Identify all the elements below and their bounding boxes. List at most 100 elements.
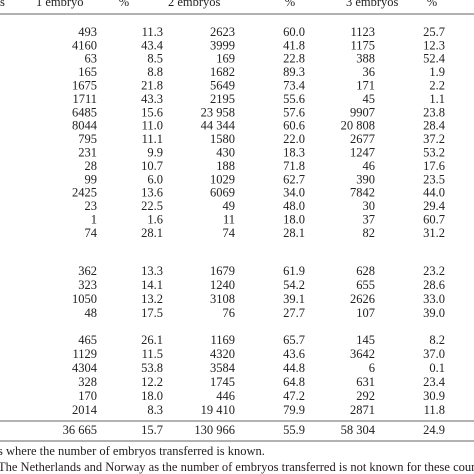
table-cell: 1175 (350, 38, 375, 52)
table-cell: 3108 (210, 292, 235, 306)
table-cell: 34.0 (283, 186, 305, 200)
table-cell: 231 (78, 145, 97, 159)
table-cell: 8.2 (429, 333, 445, 347)
table-cell: 11.0 (142, 119, 163, 133)
table-cell: 8.3 (147, 403, 163, 417)
table-cell: 21.8 (141, 78, 163, 92)
table-cell: 1.9 (429, 65, 445, 79)
table-cell: 8044 (72, 119, 98, 133)
table-cell: 6 (369, 361, 375, 375)
table-cell: 23.8 (423, 105, 445, 119)
table-cell: 64.8 (283, 375, 305, 389)
table-cell: 170 (78, 389, 97, 403)
table-cell: 465 (78, 333, 97, 347)
table-cell: 188 (216, 159, 235, 173)
table-cell: 388 (356, 52, 375, 66)
table-cell: 11.8 (424, 403, 445, 417)
total-cell: 15.7 (141, 423, 163, 437)
table-cell: 60.7 (423, 212, 445, 226)
total-cell: 55.9 (283, 423, 305, 437)
table-cell: 39.0 (423, 306, 445, 320)
table-cell: 323 (78, 278, 97, 292)
table-cell: 23 958 (201, 105, 235, 119)
table-cell: 20 808 (341, 119, 375, 133)
table-cell: 1240 (210, 278, 235, 292)
table-cell: 2623 (210, 25, 235, 39)
table-cell: 9.9 (147, 145, 163, 159)
table-cell: 52.4 (423, 52, 446, 66)
table-cell: 13.2 (141, 292, 163, 306)
table-cell: 795 (78, 132, 97, 146)
table-cell: 1711 (72, 92, 97, 106)
table-cell: 28.1 (283, 226, 305, 240)
table-cell: 47.2 (283, 389, 305, 403)
table-cell: 31.2 (423, 226, 445, 240)
table-cell: 36 (363, 65, 376, 79)
table-cell: 63 (85, 52, 98, 66)
table-cell: 17.6 (423, 159, 445, 173)
table-cell: 1580 (210, 132, 235, 146)
table-cell: 65.7 (283, 333, 305, 347)
table-cell: 493 (78, 25, 97, 39)
table-cell: 12.3 (423, 38, 445, 52)
table-cell: 362 (78, 264, 97, 278)
table-cell: 74 (223, 226, 236, 240)
table-cell: 23.4 (423, 375, 446, 389)
table-cell: 2871 (350, 403, 375, 417)
table-cell: 1.1 (429, 92, 445, 106)
table-cell: 8.8 (147, 65, 163, 79)
table-cell: 18.3 (283, 145, 305, 159)
table-cell: 145 (356, 333, 375, 347)
table-cell: 82 (363, 226, 376, 240)
table-cell: 2195 (210, 92, 235, 106)
footnote: s where the number of embryos transferre… (0, 444, 265, 458)
table-cell: 48.0 (283, 199, 305, 213)
table-cell: 76 (223, 306, 236, 320)
table-cell: 10.7 (141, 159, 163, 173)
table-cell: 2677 (350, 132, 375, 146)
table-cell: 43.4 (141, 38, 164, 52)
table-cell: 171 (356, 78, 375, 92)
table-cell: 13.3 (141, 264, 163, 278)
table-cell: 41.8 (283, 38, 305, 52)
table-cell: 631 (356, 375, 375, 389)
table-cell: 292 (356, 389, 375, 403)
table-cell: 1169 (210, 333, 235, 347)
column-header: 3 embryos (346, 0, 399, 9)
table-cell: 62.7 (283, 172, 305, 186)
table-cell: 28.4 (423, 119, 446, 133)
table-cell: 0.1 (429, 361, 445, 375)
table-cell: 430 (216, 145, 235, 159)
table-cell: 4304 (72, 361, 98, 375)
table-cell: 55.6 (283, 92, 305, 106)
table-cell: 1050 (72, 292, 97, 306)
table-cell: 61.9 (283, 264, 305, 278)
table-cell: 26.1 (141, 333, 163, 347)
table-cell: 18.0 (141, 389, 163, 403)
table-cell: 19 410 (201, 403, 235, 417)
table-cell: 2425 (72, 186, 97, 200)
total-cell: 36 665 (63, 423, 97, 437)
column-header: % (427, 0, 437, 9)
table-cell: 54.2 (283, 278, 305, 292)
table-cell: 30 (363, 199, 376, 213)
table-cell: 3584 (210, 361, 236, 375)
column-header: % (119, 0, 129, 9)
table-cell: 11.1 (142, 132, 163, 146)
table-cell: 14.1 (141, 278, 163, 292)
table-cell: 4320 (210, 347, 235, 361)
table-cell: 60.0 (283, 25, 305, 39)
table-cell: 446 (216, 389, 235, 403)
table-cell: 4160 (72, 38, 97, 52)
table-cell: 1679 (210, 264, 235, 278)
table-cell: 11.3 (142, 25, 163, 39)
table-cell: 1029 (210, 172, 235, 186)
table-cell: 89.3 (283, 65, 305, 79)
table-cell: 28.6 (423, 278, 445, 292)
table-cell: 1123 (350, 25, 375, 39)
table-cell: 8.5 (147, 52, 163, 66)
table-cell: 73.4 (283, 78, 306, 92)
table-cell: 49 (223, 199, 236, 213)
table-cell: 390 (356, 172, 375, 186)
table-cell: 27.7 (283, 306, 305, 320)
